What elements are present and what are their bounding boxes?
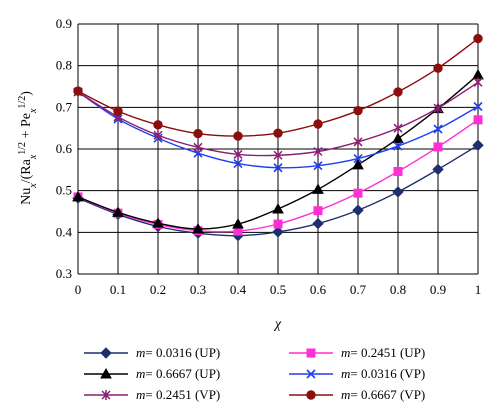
legend-swatch-0 xyxy=(84,346,128,359)
data-point xyxy=(393,167,403,176)
x-tick-label: 0.1 xyxy=(110,282,126,297)
data-point xyxy=(473,33,483,44)
data-point xyxy=(112,206,124,217)
legend-marker xyxy=(306,368,316,379)
tick-labels: 0 0.1 0.2 0.3 0.4 0.5 0.6 0.7 0.8 0.9 1 0.3 0.4 0.5 0.… xyxy=(56,16,482,297)
data-point xyxy=(393,87,403,97)
data-point xyxy=(313,161,323,171)
x-tick-label: 0.8 xyxy=(390,282,406,297)
y-tick-label: 0.4 xyxy=(56,224,73,239)
y-tick-label: 0.8 xyxy=(56,58,72,73)
data-point xyxy=(313,206,323,216)
x-tick-label: 1 xyxy=(475,282,482,297)
x-tick-label: 0.2 xyxy=(150,282,166,297)
legend-marker xyxy=(100,346,112,359)
x-tick-label: 0 xyxy=(75,282,82,297)
data-point xyxy=(233,159,243,169)
y-tick-label: 0.3 xyxy=(56,266,72,281)
legend-item-3: m = 0.0316 (VP) xyxy=(287,366,492,382)
legend-item-4: m = 0.2451 (VP) xyxy=(82,387,287,403)
data-point xyxy=(73,86,83,96)
data-point xyxy=(433,142,443,152)
data-point xyxy=(273,128,283,138)
legend-swatch-2 xyxy=(84,367,128,378)
x-tick-label: 0.5 xyxy=(270,282,286,297)
data-point xyxy=(232,217,244,229)
legend-item-1: m = 0.2451 (UP) xyxy=(287,345,492,361)
data-point xyxy=(433,103,443,114)
data-point xyxy=(273,219,283,229)
data-point xyxy=(272,202,284,214)
data-point xyxy=(472,139,484,151)
y-tick-label: 0.5 xyxy=(56,183,72,198)
data-point xyxy=(313,119,323,129)
legend-row: m = 0.6667 (UP) m = 0.0316 (VP) xyxy=(82,363,492,384)
data-point xyxy=(432,163,444,176)
legend-swatch-3 xyxy=(289,368,333,379)
data-point xyxy=(312,217,324,230)
legend-item-5: m = 0.6667 (VP) xyxy=(287,387,492,403)
data-point xyxy=(473,101,483,112)
data-point xyxy=(352,158,364,170)
legend-swatch-4 xyxy=(84,389,128,400)
data-point xyxy=(433,63,443,73)
y-tick-label: 0.9 xyxy=(56,16,72,31)
legend: m = 0.0316 (UP) m = 0.2451 (UP) m = 0.66… xyxy=(82,342,492,405)
data-point xyxy=(153,120,163,130)
data-point xyxy=(113,106,123,116)
data-point xyxy=(312,183,324,194)
data-point xyxy=(393,141,403,151)
data-point xyxy=(273,163,283,173)
x-tick-label: 0.7 xyxy=(350,282,367,297)
data-point xyxy=(353,105,363,116)
legend-item-2: m = 0.6667 (UP) xyxy=(82,366,287,382)
data-point xyxy=(353,154,363,164)
data-point xyxy=(353,136,363,147)
data-point xyxy=(473,115,483,125)
data-point xyxy=(193,128,203,139)
data-point xyxy=(473,77,483,88)
x-tick-label: 0.3 xyxy=(190,282,206,297)
data-point xyxy=(433,124,443,134)
y-tick-label: 0.7 xyxy=(56,99,73,114)
data-point xyxy=(353,188,363,198)
data-point xyxy=(192,222,204,234)
legend-swatch-1 xyxy=(289,348,333,357)
legend-item-0: m = 0.0316 (UP) xyxy=(82,345,287,361)
y-tick-label: 0.6 xyxy=(56,141,73,156)
x-tick-label: 0.9 xyxy=(430,282,446,297)
data-point xyxy=(72,190,84,202)
data-point xyxy=(153,130,163,141)
data-point xyxy=(313,146,323,157)
chart: 0 0.1 0.2 0.3 0.4 0.5 0.6 0.7 0.8 0.9 1 0.3 0.4 0.5 0.… xyxy=(17,16,484,332)
data-point xyxy=(233,149,243,160)
x-tick-label: 0.4 xyxy=(230,282,247,297)
data-point xyxy=(273,150,283,161)
data-point xyxy=(193,142,203,153)
data-point xyxy=(392,186,404,198)
x-axis-label: χ xyxy=(273,317,282,332)
legend-marker xyxy=(306,389,316,400)
data-point xyxy=(393,123,403,134)
data-point xyxy=(352,204,364,216)
legend-marker xyxy=(306,348,316,357)
data-point xyxy=(392,132,404,144)
legend-row: m = 0.2451 (VP) m = 0.6667 (VP) xyxy=(82,384,492,405)
x-tick-label: 0.6 xyxy=(310,282,327,297)
data-point xyxy=(152,217,164,228)
data-point xyxy=(272,226,284,238)
series-layer xyxy=(72,33,484,242)
y-axis-label: Nux/(Rax1/2 + Pex1/2) xyxy=(17,91,39,205)
legend-marker xyxy=(100,367,112,378)
data-point xyxy=(233,131,243,141)
legend-row: m = 0.0316 (UP) m = 0.2451 (UP) xyxy=(82,342,492,363)
legend-marker xyxy=(101,389,111,400)
series-5 xyxy=(73,33,483,141)
legend-swatch-5 xyxy=(289,389,333,400)
